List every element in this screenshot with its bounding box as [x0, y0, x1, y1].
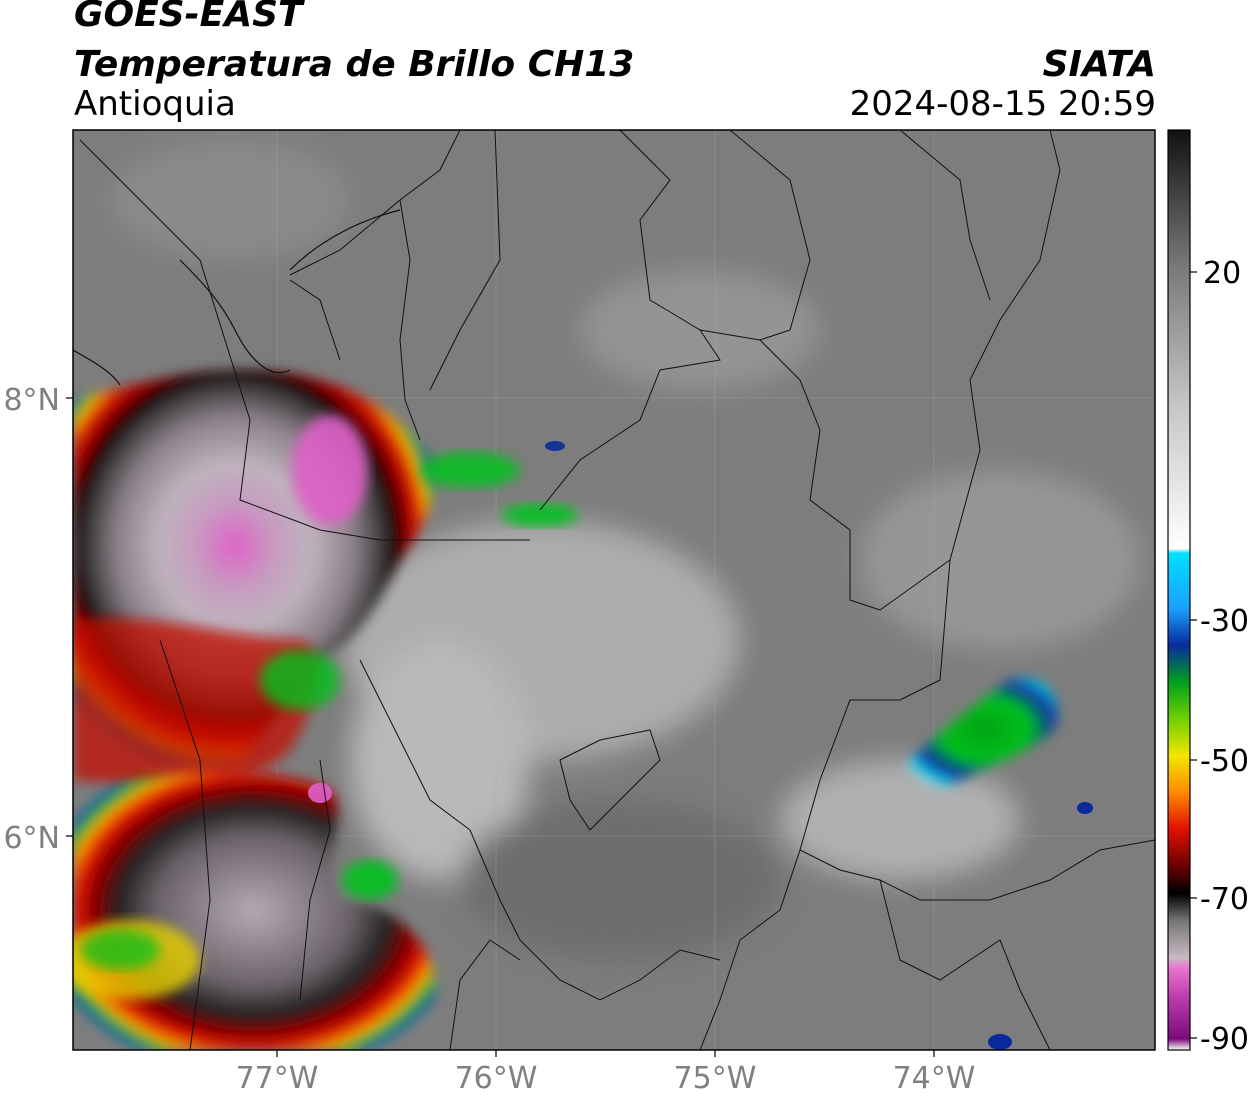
axis-ticks — [66, 397, 935, 1057]
lon-label-74w: 74°W — [893, 1061, 976, 1096]
lon-label-75w: 75°W — [674, 1061, 757, 1096]
cloud-texture — [110, 140, 1140, 960]
colorbar-gradient — [1167, 129, 1191, 1051]
colorbar-tick-20: 20 — [1203, 256, 1241, 291]
storm-northwest — [73, 370, 578, 786]
colorbar-tick-minus30: -30 — [1200, 604, 1249, 639]
product-title: Temperatura de Brillo CH13 — [74, 44, 635, 85]
lon-label-77w: 77°W — [236, 1061, 319, 1096]
storm-east-cell — [895, 678, 1093, 1050]
colorbar: 20 -30 -50 -70 -90 — [1167, 129, 1249, 1057]
lat-label-8n: 8°N — [3, 383, 60, 418]
colorbar-tick-minus70: -70 — [1200, 882, 1249, 917]
region-label: Antioquia — [74, 84, 236, 124]
organization-label: SIATA — [1042, 44, 1156, 85]
timestamp-label: 2024-08-15 20:59 — [849, 84, 1156, 124]
boundaries — [79, 130, 1155, 1050]
axis-labels: 8°N 6°N 77°W 76°W 75°W 74°W — [3, 383, 975, 1096]
map-panel — [73, 130, 1155, 1050]
map-frame — [72, 129, 1156, 1051]
lat-label-6n: 6°N — [3, 821, 60, 856]
lon-label-76w: 76°W — [455, 1061, 538, 1096]
colorbar-tick-minus90: -90 — [1200, 1022, 1249, 1057]
colorbar-tick-minus50: -50 — [1200, 744, 1249, 779]
satellite-title: GOES-EAST — [74, 0, 303, 35]
storm-southwest — [73, 771, 435, 1050]
coastline — [73, 209, 401, 386]
